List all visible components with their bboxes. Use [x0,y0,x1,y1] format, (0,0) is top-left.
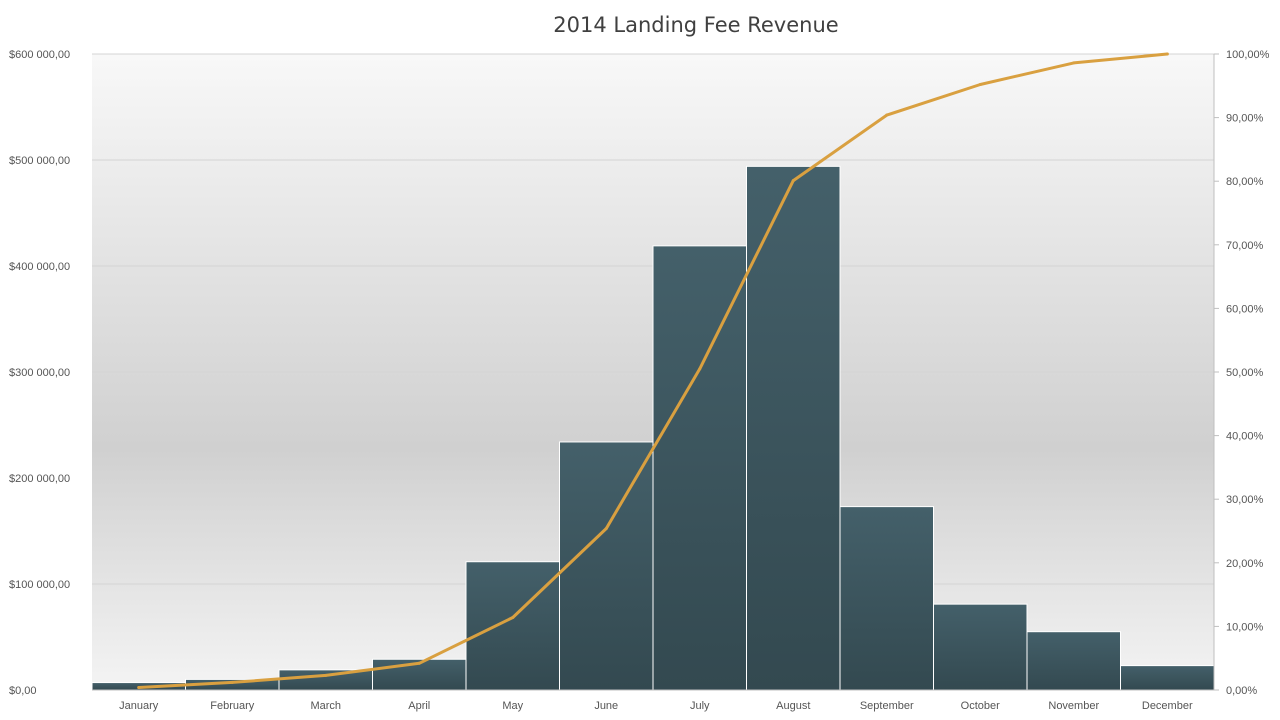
x-tick-label: December [1142,700,1193,712]
bar-may [465,561,560,691]
right-y-tick-label: 50,00% [1226,367,1264,379]
line-point-october [978,83,982,87]
x-tick-label: November [1048,700,1099,712]
line-point-april [417,661,421,665]
bar-september [839,506,934,691]
right-y-axis: 0,00% 10,00% 20,00% 30,00% 40,00% 50,00% 60,00… [1213,49,1270,697]
left-y-tick-label: $100 000,00 [9,579,70,591]
left-y-tick-label: $200 000,00 [9,473,70,485]
right-y-tick-label: 100,00% [1226,49,1270,61]
x-tick-label: May [502,700,523,712]
line-point-november [1072,61,1076,65]
right-y-tick-label: 0,00% [1226,685,1257,697]
left-y-tick-label: $300 000,00 [9,367,70,379]
x-tick-label: September [860,700,914,712]
cumulative-line-series [137,52,1169,689]
right-y-tick-label: 40,00% [1226,431,1264,443]
line-point-may [511,615,515,619]
bar-november [1026,631,1121,691]
line-point-february [230,680,234,684]
bar-march [278,669,373,691]
cumulative-line [137,52,1169,689]
x-tick-label: October [961,700,1000,712]
bar-october [933,603,1028,691]
right-y-tick-label: 10,00% [1226,621,1264,633]
x-tick-label: August [776,700,810,712]
right-y-tick-label: 60,00% [1226,303,1264,315]
left-y-tick-label: $0,00 [9,685,37,697]
x-tick-label: February [210,700,255,712]
line-point-march [324,673,328,677]
line-point-december [1165,52,1169,56]
chart-title: 2014 Landing Fee Revenue [553,13,838,37]
right-y-tick-label: 70,00% [1226,240,1264,252]
line-point-january [137,685,141,689]
x-axis: January February March April May June July Augu… [92,689,1214,712]
left-y-tick-label: $400 000,00 [9,261,70,273]
left-y-axis: $0,00 $100 000,00 $200 000,00 $300 000,00 $4… [9,49,70,697]
x-tick-label: March [310,700,341,712]
right-y-tick-label: 80,00% [1226,176,1264,188]
x-tick-label: April [408,700,430,712]
bar-series [91,165,1215,691]
line-point-august [791,179,795,183]
right-y-tick-label: 90,00% [1226,113,1264,125]
line-point-july [698,367,702,371]
x-tick-label: June [594,700,618,712]
bar-december [1120,665,1215,691]
line-point-september [885,113,889,117]
right-y-tick-label: 30,00% [1226,494,1264,506]
left-y-tick-label: $500 000,00 [9,155,70,167]
right-y-tick-label: 20,00% [1226,558,1264,570]
x-tick-label: July [690,700,710,712]
line-point-june [604,526,608,530]
x-tick-label: January [119,700,159,712]
bar-june [559,441,654,691]
left-y-tick-label: $600 000,00 [9,49,70,61]
bar-july [652,245,747,691]
